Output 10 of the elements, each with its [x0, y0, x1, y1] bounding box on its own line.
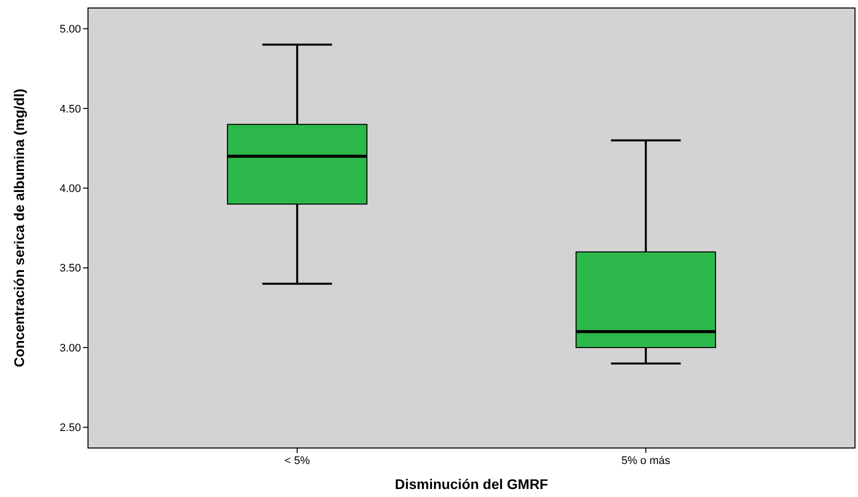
- x-axis-title: Disminución del GMRF: [394, 476, 549, 492]
- y-tick-label: 2.50: [60, 422, 81, 434]
- y-tick-label: 5.00: [60, 24, 81, 36]
- y-tick-label: 4.50: [60, 103, 81, 116]
- y-tick-label: 4.00: [60, 182, 81, 195]
- y-tick-label: 3.00: [60, 342, 81, 354]
- x-tick-label: < 5%: [284, 455, 310, 467]
- x-tick-label: 5% o más: [621, 455, 671, 467]
- y-axis-title: Concentración serica de albumina (mg/dl): [11, 88, 27, 368]
- y-tick-label: 3.50: [60, 262, 81, 275]
